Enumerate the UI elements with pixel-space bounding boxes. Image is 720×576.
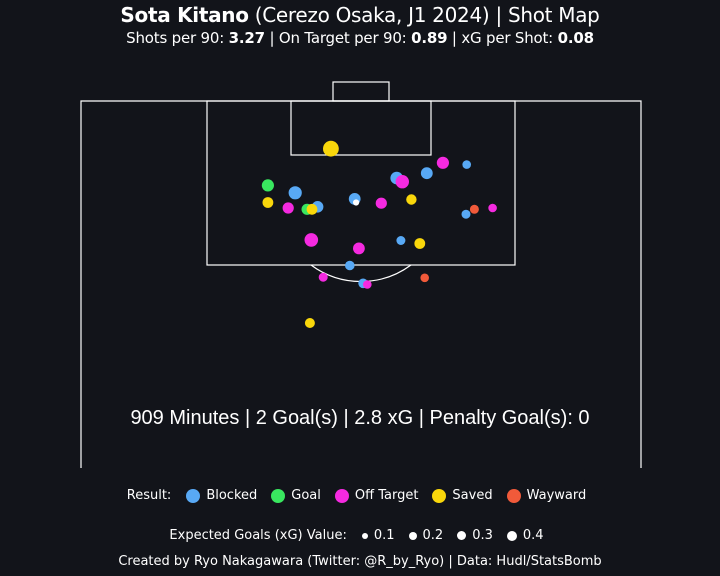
shot-point-2: [436, 156, 449, 169]
shot-point-8: [288, 186, 302, 200]
shot-point-19: [488, 203, 497, 213]
shot-point-15: [282, 202, 294, 214]
shot-point-17: [306, 203, 318, 215]
shot-point-20: [461, 209, 471, 219]
shot-point-30: [304, 318, 315, 328]
shot-point-18: [469, 204, 479, 214]
xg-size-swatch: [408, 531, 417, 540]
legend-item-wayward: Wayward: [506, 488, 587, 503]
shot-point-11: [406, 194, 417, 205]
legend-item-goal: Goal: [271, 488, 321, 503]
penalty-area: [206, 100, 516, 266]
shot-point-10: [353, 199, 360, 206]
goal-area: [290, 100, 432, 156]
xg-legend-title: Expected Goals (xG) Value:: [169, 528, 347, 543]
shots-layer: [261, 140, 497, 328]
legend-item-blocked: Blocked: [186, 488, 257, 503]
legend-swatch-blocked: [186, 488, 201, 503]
pitch-shot-map: [80, 81, 642, 468]
shot-point-4: [420, 167, 433, 180]
shot-point-24: [353, 242, 365, 255]
shot-point-25: [345, 260, 355, 271]
player-name: Sota Kitano: [120, 3, 249, 27]
legend-swatch-goal: [271, 488, 286, 503]
team-season: (Cerezo Osaka, J1 2024): [254, 3, 490, 27]
xg-legend-label: 0.4: [522, 528, 544, 543]
title-separator: |: [495, 3, 502, 27]
on-target-label: On Target per 90:: [278, 29, 407, 47]
shot-point-22: [396, 236, 406, 245]
xg-value: 0.08: [557, 29, 594, 47]
legend-swatch-saved: [432, 488, 447, 503]
on-target-value: 0.89: [411, 29, 448, 47]
legend-label-off-target: Off Target: [354, 488, 419, 503]
legend-swatch-wayward: [506, 488, 521, 503]
xg-legend-item-0-4: 0.4: [506, 528, 544, 543]
legend-label-blocked: Blocked: [206, 488, 258, 503]
shot-point-21: [304, 233, 319, 247]
legend-item-off-target: Off Target: [334, 488, 419, 503]
shot-point-26: [318, 272, 328, 282]
summary-stats: 909 Minutes | 2 Goal(s) | 2.8 xG | Penal…: [130, 407, 590, 429]
shot-point-12: [262, 197, 274, 208]
shot-point-6: [395, 175, 409, 189]
shot-point-13: [375, 197, 387, 209]
xg-label: xG per Shot:: [461, 29, 554, 47]
shots-label: Shots per 90:: [126, 29, 225, 47]
shot-point-1: [323, 140, 339, 157]
xg-legend-item-0-2: 0.2: [408, 528, 444, 543]
xg-legend: Expected Goals (xG) Value: 0.1 0.2 0.3 0…: [0, 528, 720, 543]
credit-line: Created by Ryo Nakagawara (Twitter: @R_b…: [118, 554, 602, 569]
shot-point-23: [414, 238, 426, 249]
legend-swatch-off-target: [334, 488, 349, 503]
legend-label-saved: Saved: [452, 488, 493, 503]
xg-legend-label: 0.2: [422, 528, 444, 543]
shots-value: 3.27: [228, 29, 265, 47]
xg-legend-item-0-1: 0.1: [361, 528, 395, 543]
legend-item-saved: Saved: [432, 488, 493, 503]
chart-name: Shot Map: [507, 3, 600, 27]
shot-point-27: [420, 273, 430, 283]
xg-size-swatch: [361, 532, 368, 539]
shot-point-29: [363, 280, 372, 289]
xg-legend-label: 0.1: [373, 528, 395, 543]
result-legend: Result: Blocked Goal Off Target Saved Wa…: [0, 488, 720, 503]
result-legend-title: Result:: [126, 488, 172, 503]
goal-frame: [332, 81, 390, 102]
legend-label-wayward: Wayward: [526, 488, 587, 503]
shot-point-3: [462, 160, 472, 169]
chart-title: Sota Kitano (Cerezo Osaka, J1 2024) | Sh…: [0, 3, 720, 27]
chart-subtitle: Shots per 90: 3.27 | On Target per 90: 0…: [126, 29, 594, 47]
xg-size-swatch: [506, 530, 517, 541]
xg-size-swatch: [457, 531, 467, 540]
xg-legend-label: 0.3: [472, 528, 493, 543]
shot-point-7: [261, 179, 274, 192]
xg-legend-item-0-3: 0.3: [457, 528, 493, 543]
legend-label-goal: Goal: [291, 488, 321, 503]
